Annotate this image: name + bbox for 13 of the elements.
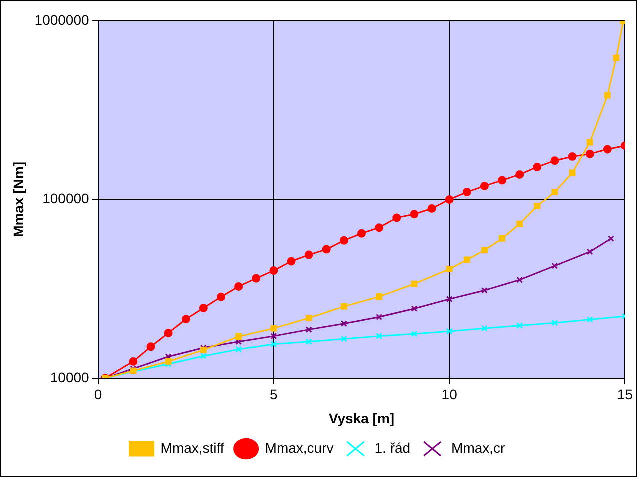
y-tick-label: 10000 [50, 369, 90, 386]
legend-label: Mmax,cr [452, 440, 506, 456]
x-axis-title: Vyska [m] [328, 410, 395, 426]
y-axis-title: Mmax [Nm] [10, 162, 26, 238]
x-tick-label: 10 [442, 386, 458, 403]
legend-label: 1. řád [374, 440, 411, 456]
x-tick-label: 5 [270, 386, 278, 403]
y-tick-label: 1000000 [34, 12, 90, 28]
y-tick-label: 100000 [42, 190, 90, 207]
legend-label: Mmax,curv [265, 440, 334, 456]
legend-label: Mmax,stiff [160, 440, 224, 456]
x-tick-label: 15 [617, 386, 634, 403]
x-tick-label: 0 [94, 386, 102, 403]
